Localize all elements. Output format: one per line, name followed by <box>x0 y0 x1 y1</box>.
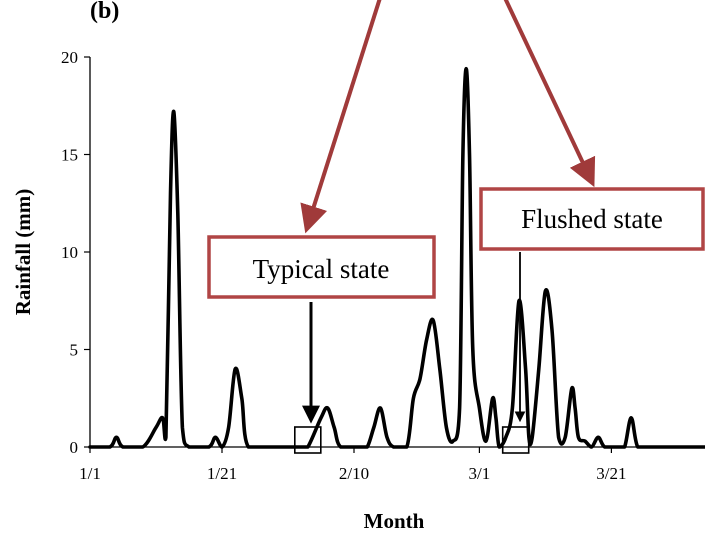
y-axis-title: Rainfall (mm) <box>11 189 35 316</box>
marker-box-flushed <box>501 426 530 454</box>
y-tick-label: 15 <box>61 146 78 165</box>
y-tick-label: 0 <box>70 438 79 457</box>
x-axis-title: Month <box>364 509 425 533</box>
y-ticks: 0 5 10 15 20 <box>61 48 90 457</box>
pointer-arrow-typical <box>300 0 382 234</box>
x-tick-label: 3/1 <box>469 464 491 483</box>
annotation-typical-state: Typical state <box>253 254 390 284</box>
annotation-box-typical <box>207 235 436 299</box>
x-tick-label: 2/10 <box>339 464 369 483</box>
panel-label: (b) <box>90 0 119 24</box>
annotation-box-flushed <box>479 187 705 251</box>
y-tick-label: 20 <box>61 48 78 67</box>
y-tick-label: 10 <box>61 243 78 262</box>
x-tick-label: 1/21 <box>207 464 237 483</box>
pointer-arrow-flushed <box>503 0 596 188</box>
rainfall-series-line <box>88 66 705 449</box>
annotation-flushed-state: Flushed state <box>521 204 663 234</box>
x-tick-label: 3/21 <box>596 464 626 483</box>
marker-box-typical <box>293 426 322 454</box>
x-ticks: 1/1 1/21 2/10 3/1 3/21 <box>79 447 627 483</box>
y-tick-label: 5 <box>70 341 79 360</box>
x-tick-label: 1/1 <box>79 464 101 483</box>
